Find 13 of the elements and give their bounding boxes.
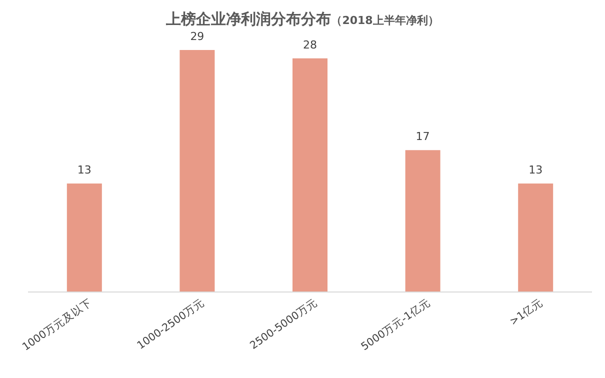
- chart-title: 上榜企业净利润分布分布: [165, 10, 332, 28]
- data-label: 13: [528, 164, 543, 177]
- data-label: 29: [190, 30, 204, 43]
- bar: [518, 184, 554, 292]
- bar: [66, 184, 102, 292]
- data-label: 17: [416, 130, 430, 144]
- bar: [405, 150, 440, 292]
- x-tick-label: >1亿元: [508, 296, 546, 328]
- chart-subtitle: （2018上半年净利）: [331, 14, 439, 27]
- bar: [180, 50, 215, 292]
- data-label: 13: [77, 164, 92, 177]
- data-label: 28: [303, 38, 317, 52]
- bar: [292, 58, 328, 292]
